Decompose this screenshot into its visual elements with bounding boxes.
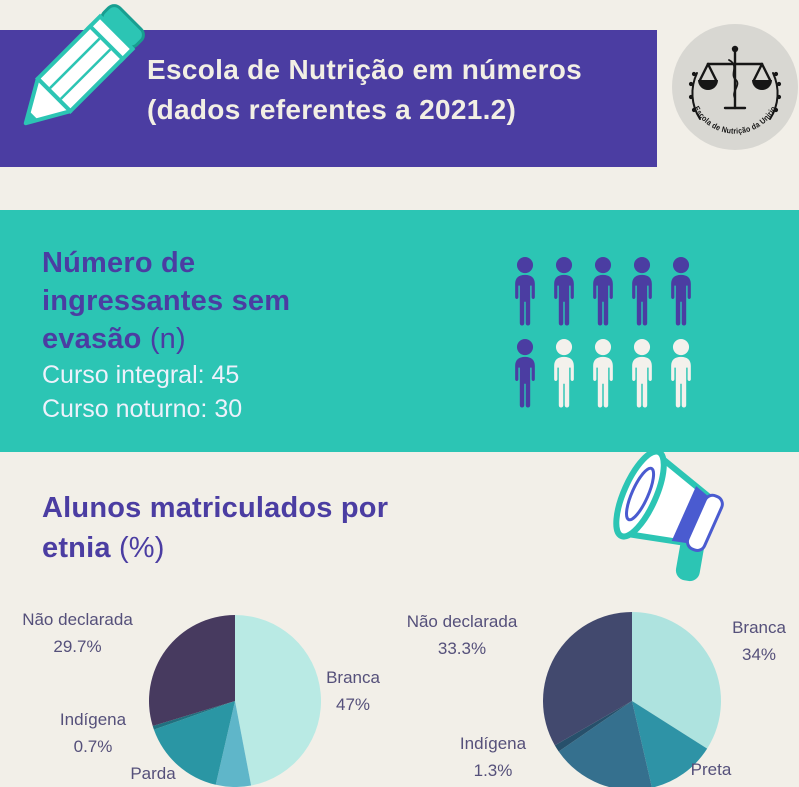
etnia-heading: Alunos matriculados por etnia (%) [42, 488, 388, 568]
pie-slice-branca [632, 612, 721, 749]
etnia-heading-line2-normal: (%) [118, 532, 165, 564]
curso-noturno-stat: Curso noturno: 30 [42, 395, 243, 423]
person-icon [593, 339, 613, 408]
person-icon [554, 339, 574, 408]
laurel-leaves [688, 71, 782, 113]
pie-slice-parda [558, 701, 652, 787]
etnia-heading-line2-bold: etnia [42, 532, 111, 564]
pie-left-label-nao-declarada: Não declarada 29.7% [22, 610, 133, 656]
person-icon [632, 339, 652, 408]
pie-slice-preta [215, 701, 252, 787]
person-icon [593, 257, 613, 326]
pie-slice-indígena [152, 701, 235, 730]
person-icon [515, 339, 535, 408]
ingressantes-heading-line2: ingressantes sem [42, 285, 291, 317]
school-logo: Escola de Nutrição da Unirio [672, 24, 798, 150]
pencil-icon [23, 4, 145, 126]
pie-left-label-parda: Parda [130, 764, 176, 783]
etnia-heading-line2: etnia (%) [42, 528, 388, 568]
pie-slice-parda [153, 701, 235, 785]
pie-slice-indígena [554, 701, 632, 752]
pie-chart-right [543, 612, 721, 787]
person-icon [671, 339, 691, 408]
pie-left-label-branca: Branca 47% [326, 668, 380, 714]
person-icon [632, 257, 652, 326]
pie-right-label-nao-declarada: Não declarada 33.3% [406, 612, 518, 658]
etnia-heading-line1: Alunos matriculados por [42, 492, 389, 524]
pie-slice-preta [632, 701, 708, 787]
person-icon [671, 257, 691, 326]
enrollment-pictogram [508, 254, 698, 410]
scales-icon [691, 45, 779, 120]
pie-left-label-indigena: Indígena 0.7% [59, 710, 127, 756]
pie-right-label-branca: Branca 34% [732, 618, 786, 664]
ingressantes-heading-line3: evasão (n) [42, 320, 290, 358]
title-banner: Escola de Nutrição em números (dados ref… [0, 30, 657, 167]
ingressantes-heading: Número de ingressantes sem evasão (n) [42, 244, 290, 358]
pie-slice-não-declarada [543, 612, 632, 746]
person-icon [515, 257, 535, 326]
pie-slice-branca [235, 615, 321, 786]
ingressantes-stats: Curso integral: 45 Curso noturno: 30 [42, 358, 242, 426]
pie-right-label-preta: Preta [690, 760, 732, 779]
ingressantes-heading-line3-bold: evasão [42, 323, 142, 355]
pie-slice-não-declarada [149, 615, 235, 727]
ingressantes-section [0, 210, 799, 452]
page-title-line2: (dados referentes a 2021.2) [147, 94, 517, 125]
page-title: Escola de Nutrição em números (dados ref… [147, 50, 582, 130]
person-icon [554, 257, 574, 326]
ingressantes-heading-line1: Número de [42, 247, 196, 279]
megaphone-icon [613, 448, 724, 582]
pie-chart-left [149, 615, 321, 787]
curso-integral-stat: Curso integral: 45 [42, 361, 240, 389]
page-title-line1: Escola de Nutrição em números [147, 54, 583, 85]
pie-right-label-indigena: Indígena 1.3% [459, 734, 527, 780]
ingressantes-heading-line3-normal: (n) [149, 323, 186, 355]
